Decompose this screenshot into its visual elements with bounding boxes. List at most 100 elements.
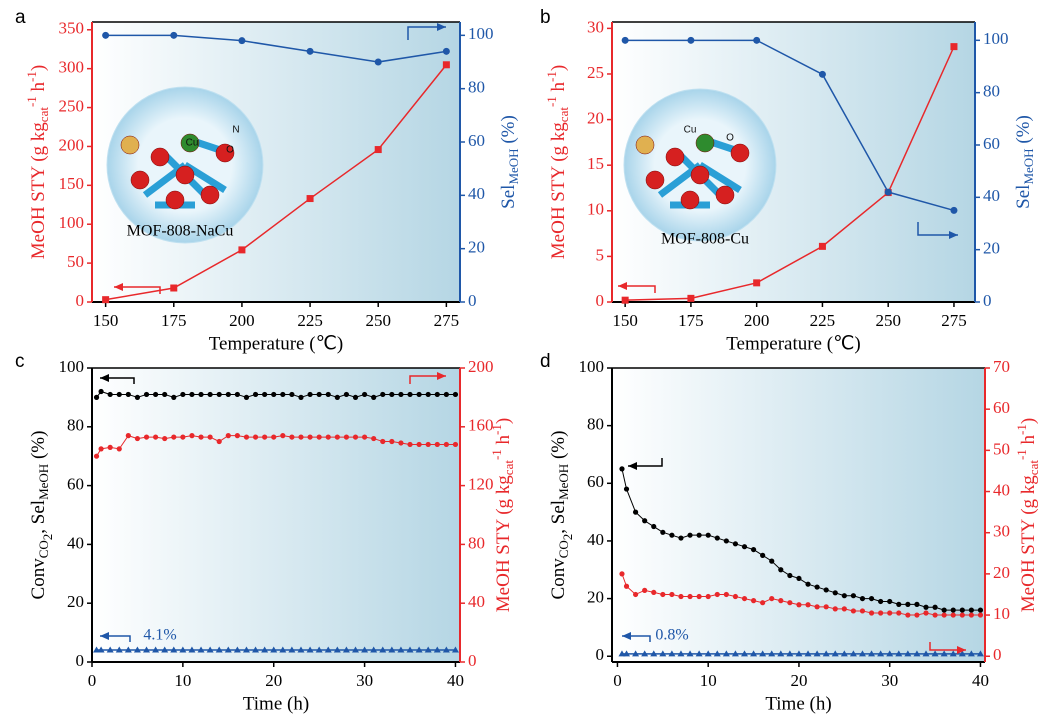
marker [170,284,178,292]
marker [669,591,675,598]
marker [116,391,122,398]
marker [687,532,693,538]
x-tick-label: 30 [881,671,898,690]
marker [831,650,839,657]
marker [923,604,929,610]
marker [750,650,758,657]
marker [768,650,776,657]
series-line [105,64,447,301]
marker [850,593,857,599]
marker [216,438,222,445]
marker [859,595,866,602]
marker [198,391,204,398]
y2-tick-label: 20 [993,563,1010,582]
annotation: MOF-808-NaCu [127,223,234,240]
marker [262,391,268,398]
marker [234,391,240,398]
y2-tick-label: 20 [468,238,485,257]
marker [968,612,974,618]
marker [896,610,902,616]
marker [334,394,340,400]
marker [778,598,784,604]
y-axis-label-part: ) [548,65,569,71]
x-tick-label: 150 [612,311,638,330]
marker [134,435,141,442]
marker [452,391,459,398]
marker [859,608,866,614]
marker [750,546,757,553]
y2-axis-label-part: cat [501,460,516,476]
marker [443,391,449,398]
y-axis-label-part: Conv [28,558,49,600]
series-line [105,34,447,63]
marker [777,650,785,657]
marker [668,650,676,657]
marker [814,604,820,610]
marker [968,607,974,613]
marker [374,146,382,154]
x-axis-label: Temperature (℃) [726,333,860,354]
inset-atom [130,170,150,190]
marker [380,391,386,398]
y-tick-label: 350 [59,19,85,38]
y-tick-label: 0 [596,645,605,664]
y-axis-label-part: MeOH [36,464,51,500]
marker [660,529,666,535]
marker [215,646,223,653]
marker [787,600,793,606]
inset-atom [165,190,185,210]
x-tick-label: 200 [744,311,770,330]
x-tick-label: 10 [174,671,191,690]
inset-atom [690,165,710,185]
marker [125,391,131,398]
y2-axis-label-part: ) [493,418,514,424]
y2-axis-label-part: -1 [1014,449,1029,460]
marker [686,650,694,657]
inset-atom [645,170,665,190]
y-axis-label-part: cat [556,107,571,123]
marker [289,434,295,440]
marker [115,646,123,653]
y2-axis-label-part: -1 [489,424,504,435]
x-axis-label: Time (h) [243,693,309,714]
y2-axis-label-part: (%) [1013,115,1034,148]
marker [913,650,921,657]
marker [352,646,360,653]
marker [279,646,287,653]
marker [388,646,396,653]
marker [713,650,721,657]
marker [98,388,104,395]
marker [106,646,114,653]
y2-tick-label: 100 [468,24,494,43]
marker [687,593,693,600]
marker [931,650,939,657]
marker [741,595,748,602]
y2-tick-label: 80 [983,82,1000,101]
marker [950,43,958,51]
y2-axis-label-part: -1 [1014,424,1029,435]
marker [896,601,902,607]
marker [695,650,703,657]
marker [950,612,956,618]
marker [307,434,313,440]
y2-axis-label-part: -1 [489,449,504,460]
marker [959,607,965,613]
marker [270,646,278,653]
x-tick-label: 40 [972,671,989,690]
x-tick-label: 275 [434,311,460,330]
y2-axis-label-part: MeOH [506,148,521,184]
marker [243,434,250,440]
marker [977,607,984,613]
marker [206,646,214,653]
marker [678,535,684,541]
marker [741,544,748,550]
marker [849,650,857,657]
marker [342,646,350,653]
marker [379,646,387,653]
marker [170,31,178,39]
inset-atom [180,133,200,153]
annotation: 0.8% [655,627,688,644]
arrow [929,642,966,651]
y-tick-label: 15 [587,154,604,173]
marker [814,584,820,590]
